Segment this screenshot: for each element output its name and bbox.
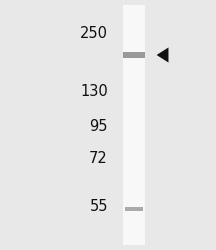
Text: 95: 95 — [89, 119, 108, 134]
Bar — [123, 5, 145, 245]
Polygon shape — [157, 48, 168, 62]
Text: 130: 130 — [80, 84, 108, 99]
Bar — [125, 207, 143, 211]
Text: 72: 72 — [89, 151, 108, 166]
Text: 55: 55 — [89, 199, 108, 214]
Text: 250: 250 — [80, 26, 108, 41]
Bar — [123, 52, 145, 58]
